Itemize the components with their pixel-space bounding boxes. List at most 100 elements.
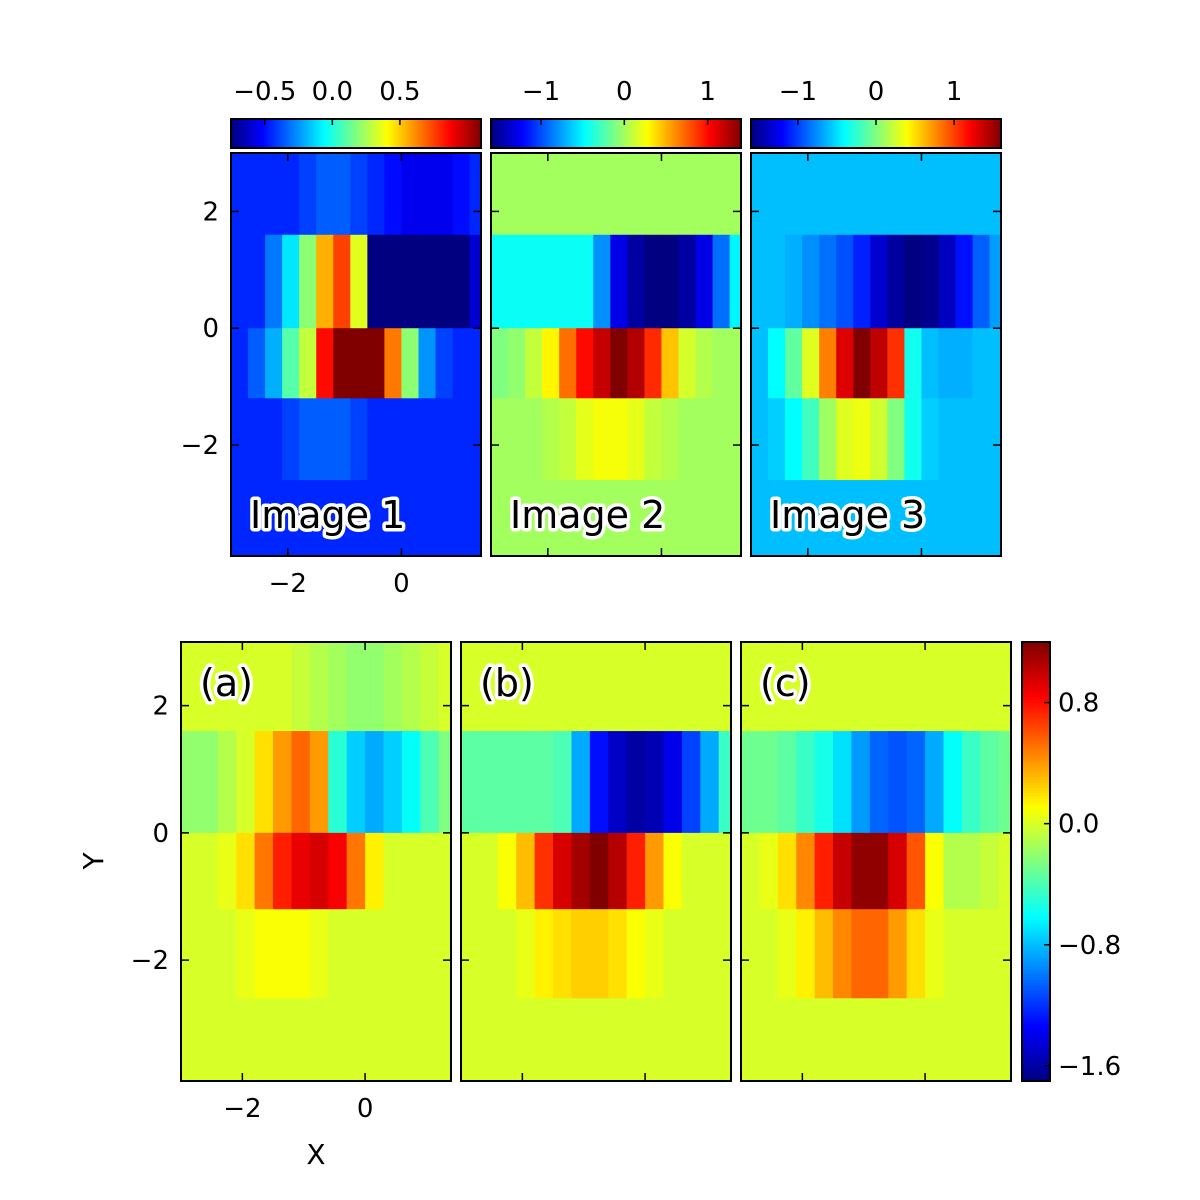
colorbar-swatch	[530, 119, 534, 148]
colorbar-swatch	[1022, 661, 1050, 665]
heatmap-cell	[869, 832, 889, 910]
colorbar-tick-label: −0.5	[233, 77, 296, 107]
heatmap-cell	[461, 998, 481, 1082]
colorbar-swatch	[1022, 809, 1050, 813]
colorbar-swatch	[1022, 672, 1050, 676]
heatmap-cell	[401, 328, 420, 399]
heatmap-cell	[989, 480, 1002, 557]
colorbar-swatch	[846, 119, 850, 148]
colorbar-swatch	[345, 119, 349, 148]
colorbar-swatch	[836, 119, 840, 148]
colorbar-swatch	[782, 119, 785, 148]
colorbar-swatch	[349, 119, 353, 148]
colorbar-swatch	[645, 119, 648, 148]
colorbar-swatch	[1022, 746, 1050, 750]
colorbar-swatch	[1022, 984, 1050, 989]
colorbar-swatch	[511, 119, 515, 148]
heatmap-cell	[236, 832, 256, 910]
heatmap-cell	[998, 731, 1012, 834]
colorbar-swatch	[310, 119, 313, 148]
colorbar-swatch	[684, 119, 688, 148]
heatmap-cell	[887, 328, 906, 399]
colorbar-swatch	[563, 119, 567, 148]
colorbar-swatch	[905, 119, 908, 148]
colorbar-swatch	[566, 119, 569, 148]
heatmap-cell	[681, 832, 701, 910]
colorbar-swatch	[620, 119, 623, 148]
colorbar-swatch	[318, 119, 322, 148]
heatmap-cell	[309, 731, 329, 834]
heatmap-cell	[365, 998, 385, 1082]
colorbar-swatch	[734, 119, 738, 148]
heatmap-cell	[700, 909, 720, 999]
colorbar-swatch	[1022, 864, 1050, 868]
colorbar-swatch	[586, 119, 590, 148]
heatmap-cell	[231, 328, 249, 399]
colorbar-swatch	[1022, 875, 1050, 879]
heatmap-cell	[199, 642, 219, 732]
heatmap-cell	[420, 909, 440, 999]
colorbar-swatch	[576, 119, 580, 148]
colorbar-swatch	[1022, 993, 1050, 997]
heatmap-cell	[593, 328, 611, 399]
colorbar-swatch	[788, 119, 792, 148]
colorbar-tick-label: 1	[946, 77, 963, 107]
colorbar-swatch	[249, 119, 253, 148]
heatmap-cell	[350, 153, 368, 236]
colorbar-swatch	[1022, 784, 1050, 789]
heatmap-cell	[593, 153, 611, 236]
heatmap-cell	[627, 398, 646, 481]
colorbar-swatch	[441, 119, 445, 148]
heatmap-cell	[802, 153, 820, 236]
heatmap-cell	[802, 328, 820, 399]
heatmap-cell	[571, 642, 591, 732]
colorbar-swatch	[988, 119, 992, 148]
colorbar-swatch	[1022, 713, 1050, 717]
heatmap-cell	[299, 328, 317, 399]
heatmap-cell	[712, 398, 731, 481]
y-tick-label: 2	[152, 692, 169, 722]
colorbar-swatch	[901, 119, 904, 148]
colorbar-swatch	[716, 119, 719, 148]
heatmap-cell	[589, 642, 609, 732]
heatmap-cell	[516, 731, 536, 834]
heatmap-cell	[904, 480, 923, 557]
colorbar-swatch	[507, 119, 511, 148]
colorbar-2-gradient	[491, 119, 742, 148]
heatmap-cell	[904, 234, 923, 329]
heatmap-cell	[751, 153, 769, 236]
colorbar-swatch	[921, 119, 925, 148]
colorbar-swatch	[809, 119, 813, 148]
colorbar-swatch	[239, 119, 243, 148]
heatmap-cell	[777, 998, 797, 1082]
heatmap-cell	[853, 328, 871, 399]
heatmap-cell	[663, 909, 683, 999]
colorbar-swatch	[1022, 768, 1050, 772]
colorbar-swatch	[609, 119, 613, 148]
colorbar-swatch	[1022, 801, 1050, 805]
colorbar-swatch	[1022, 757, 1050, 761]
colorbar-swatch	[1022, 710, 1050, 714]
colorbar-swatch	[657, 119, 661, 148]
colorbar-swatch	[1022, 1039, 1050, 1044]
colorbar-swatch	[1022, 683, 1050, 687]
colorbar-swatch	[982, 119, 985, 148]
heatmap-cell	[610, 328, 628, 399]
colorbar-swatch	[1022, 751, 1050, 756]
colorbar-swatch	[1022, 973, 1050, 978]
heatmap-cell	[365, 642, 385, 732]
colorbar-swatch	[308, 119, 311, 148]
heatmap-cell	[418, 398, 437, 481]
colorbar-swatch	[978, 119, 981, 148]
colorbar-swatch	[703, 119, 707, 148]
colorbar-swatch	[934, 119, 938, 148]
colorbar-swatch	[328, 119, 332, 148]
colorbar-swatch	[1022, 971, 1050, 975]
colorbar-swatch	[326, 119, 330, 148]
colorbar-swatch	[859, 119, 863, 148]
heatmap-cell	[217, 642, 237, 732]
panel-label: Image 3	[770, 493, 925, 537]
colorbar-swatch	[303, 119, 307, 148]
heatmap-cell	[870, 480, 888, 557]
colorbar-swatch	[353, 119, 357, 148]
